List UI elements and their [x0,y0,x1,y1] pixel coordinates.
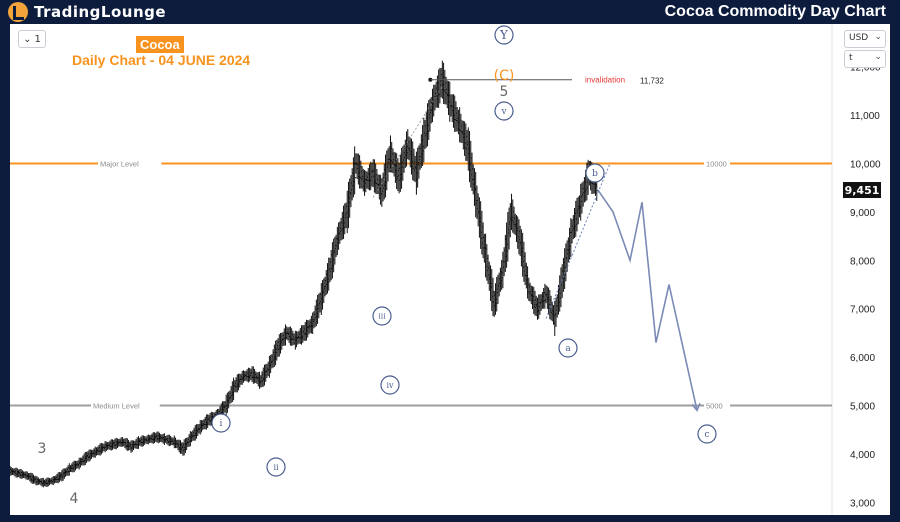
brand-logo[interactable]: TradingLounge [8,2,166,22]
y-tick-label: 10,000 [850,160,881,171]
level-value: 10000 [706,160,727,169]
projection-path [597,189,698,411]
wave-label-5: 5 [500,84,509,100]
y-tick-label: 11,000 [850,111,880,122]
wave-label-iii: iii [378,312,386,321]
page-title: Cocoa Commodity Day Chart [664,3,886,20]
scale-value: t [849,53,853,63]
wave-label-v: v [500,107,507,117]
y-tick-label: 8,000 [850,256,875,267]
chart-area[interactable]: 12,000 11,000 10,000 9,000 8,000 7,000 6,000 5,… [10,24,890,515]
y-tick-label: 4,000 [850,450,875,461]
interval-value: 1 [34,33,41,45]
wave-label-i-circle [211,413,231,433]
invalidation-value: 11,732 [640,77,664,86]
level-value-bg [704,399,730,412]
y-tick-label: 6,000 [850,353,875,364]
wave-label-iv-circle [380,375,400,395]
chevron-down-icon: ⌄ [874,32,882,42]
level-value-bg [704,157,730,170]
wave-label-4: 4 [70,491,79,507]
price-chart[interactable]: 12,000 11,000 10,000 9,000 8,000 7,000 6,000 5,… [10,24,890,515]
wave-label-3: 3 [38,441,47,457]
wave-label-ii-circle [266,457,286,477]
wave-label-b: b [592,169,598,179]
channel-line [372,85,443,198]
y-tick-label: 12,000 [850,63,881,74]
y-tick-label: 5,000 [850,402,875,413]
symbol-badge: Cocoa [136,36,184,53]
wave-label-v-circle [494,101,514,121]
level-name: Medium Level [93,402,140,411]
currency-select[interactable]: USD ⌄ [844,30,886,48]
wave-label-iv: iv [386,381,394,390]
wave-label-b-circle [585,163,605,183]
chevron-down-icon: ⌄ [874,52,882,62]
logo-text: TradingLounge [34,3,167,21]
logo-icon [8,2,28,22]
y-tick-label: 3,000 [850,498,875,509]
wave-label-a: a [565,344,571,354]
level-label-bg [91,399,160,412]
scale-select[interactable]: t ⌄ [844,50,886,68]
wave-label-y-circle [494,25,514,45]
projection-arrow [691,403,701,412]
currency-value: USD [849,33,869,43]
current-price-tag: 9,451 [843,182,881,199]
wave-label-ii: ii [273,463,279,472]
wave-label-a-circle [558,338,578,358]
channel-line [545,163,611,319]
wave-label-iii-circle [372,306,392,326]
chart-subtitle: Daily Chart - 04 JUNE 2024 [72,52,251,68]
level-label-bg [98,157,162,170]
interval-button[interactable]: ⌄ 1 [18,30,46,48]
wave-label-c-circle [697,424,717,444]
y-tick-label: 7,000 [850,305,875,316]
footer-bar [0,515,900,522]
wave-label-c: c [704,430,709,440]
invalidation-label: invalidation [585,76,625,85]
y-tick-label: 9,000 [850,208,875,219]
wave-label-y: Y [499,28,509,42]
level-name: Major Level [100,160,139,169]
level-value: 5000 [706,402,723,411]
wave-label-i: i [220,419,223,429]
wave-label-c-orange: (C) [494,68,515,84]
header-bar: TradingLounge Cocoa Commodity Day Chart [0,0,900,24]
chevron-down-icon: ⌄ [23,33,32,45]
